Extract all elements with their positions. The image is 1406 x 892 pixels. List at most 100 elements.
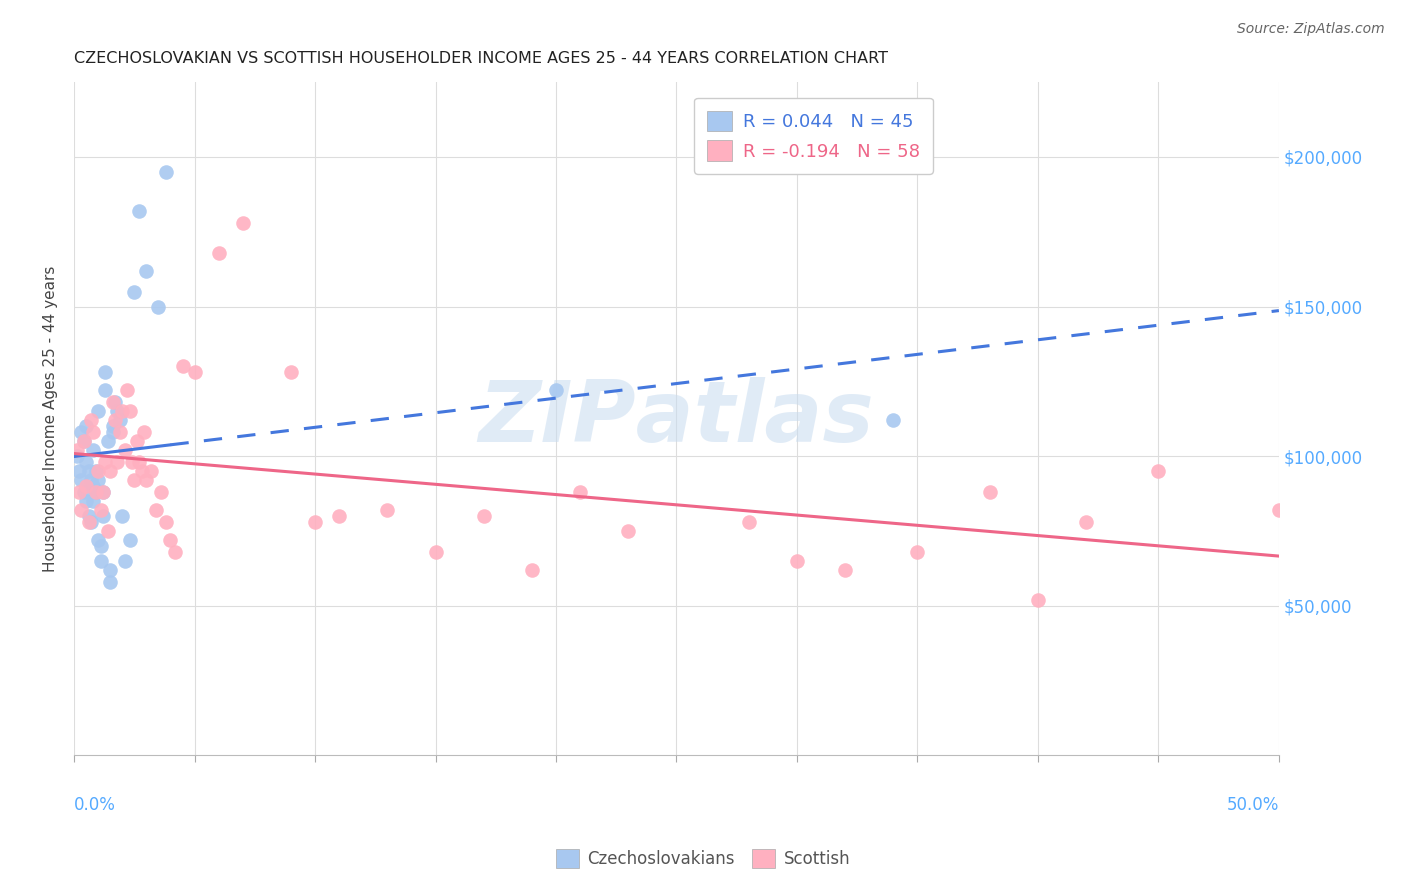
- Point: [80, 473, 103, 487]
- Point: [304, 515, 326, 529]
- Point: [80, 413, 103, 427]
- Point: [1268, 503, 1291, 517]
- Point: [65, 443, 87, 458]
- Point: [101, 395, 124, 409]
- Point: [149, 485, 172, 500]
- Text: ZIP​atlas: ZIP​atlas: [478, 377, 875, 460]
- Point: [183, 365, 205, 379]
- Point: [907, 545, 929, 559]
- Point: [70, 473, 93, 487]
- Point: [148, 300, 170, 314]
- Point: [77, 464, 100, 478]
- Point: [425, 545, 447, 559]
- Point: [124, 285, 146, 299]
- Point: [82, 479, 104, 493]
- Point: [104, 413, 127, 427]
- Point: [73, 485, 96, 500]
- Point: [155, 165, 177, 179]
- Point: [94, 365, 117, 379]
- Point: [94, 455, 117, 469]
- Text: CZECHOSLOVAKIAN VS SCOTTISH HOUSEHOLDER INCOME AGES 25 - 44 YEARS CORRELATION CH: CZECHOSLOVAKIAN VS SCOTTISH HOUSEHOLDER …: [75, 51, 889, 66]
- Point: [882, 413, 904, 427]
- Point: [67, 464, 90, 478]
- Point: [141, 464, 163, 478]
- Point: [94, 384, 117, 398]
- Point: [101, 425, 124, 440]
- Point: [1147, 464, 1170, 478]
- Point: [165, 545, 187, 559]
- Point: [90, 539, 112, 553]
- Point: [118, 404, 141, 418]
- Point: [82, 425, 104, 440]
- Text: Source: ZipAtlas.com: Source: ZipAtlas.com: [1237, 22, 1385, 37]
- Point: [77, 515, 100, 529]
- Point: [280, 365, 302, 379]
- Point: [128, 455, 150, 469]
- Point: [155, 515, 177, 529]
- Point: [834, 563, 856, 577]
- Point: [77, 508, 100, 523]
- Point: [108, 413, 131, 427]
- Point: [75, 479, 97, 493]
- Legend: Czechoslovakians, Scottish: Czechoslovakians, Scottish: [550, 842, 856, 875]
- Point: [128, 203, 150, 218]
- Point: [569, 485, 592, 500]
- Point: [159, 533, 181, 547]
- Point: [1026, 592, 1049, 607]
- Point: [98, 574, 121, 589]
- Point: [107, 455, 129, 469]
- Point: [1074, 515, 1097, 529]
- Point: [108, 425, 131, 440]
- Point: [75, 455, 97, 469]
- Point: [90, 554, 112, 568]
- Point: [520, 563, 543, 577]
- Point: [617, 524, 640, 538]
- Point: [73, 434, 96, 449]
- Point: [82, 494, 104, 508]
- Point: [84, 464, 107, 478]
- Point: [87, 473, 110, 487]
- Text: 0.0%: 0.0%: [75, 796, 115, 814]
- Point: [544, 384, 567, 398]
- Point: [67, 485, 90, 500]
- Point: [172, 359, 194, 374]
- Point: [87, 464, 110, 478]
- Point: [84, 485, 107, 500]
- Point: [101, 419, 124, 434]
- Point: [97, 524, 120, 538]
- Point: [70, 425, 93, 440]
- Legend: R = 0.044   N = 45, R = -0.194   N = 58: R = 0.044 N = 45, R = -0.194 N = 58: [695, 98, 932, 174]
- Point: [472, 508, 495, 523]
- Point: [73, 434, 96, 449]
- Point: [80, 515, 103, 529]
- Point: [135, 473, 157, 487]
- Point: [115, 384, 138, 398]
- Point: [87, 404, 110, 418]
- Y-axis label: Householder Income Ages 25 - 44 years: Householder Income Ages 25 - 44 years: [44, 266, 58, 572]
- Point: [114, 443, 136, 458]
- Point: [121, 455, 143, 469]
- Point: [84, 485, 107, 500]
- Point: [375, 503, 398, 517]
- Text: 50.0%: 50.0%: [1226, 796, 1279, 814]
- Point: [124, 473, 146, 487]
- Point: [91, 508, 114, 523]
- Point: [118, 533, 141, 547]
- Point: [65, 449, 87, 463]
- Point: [131, 464, 153, 478]
- Point: [82, 443, 104, 458]
- Point: [125, 434, 148, 449]
- Point: [104, 395, 127, 409]
- Point: [135, 263, 157, 277]
- Point: [114, 554, 136, 568]
- Point: [75, 494, 97, 508]
- Point: [107, 404, 129, 418]
- Point: [75, 419, 97, 434]
- Point: [979, 485, 1001, 500]
- Point: [738, 515, 761, 529]
- Point: [328, 508, 350, 523]
- Point: [111, 404, 134, 418]
- Point: [70, 503, 93, 517]
- Point: [232, 216, 254, 230]
- Point: [87, 533, 110, 547]
